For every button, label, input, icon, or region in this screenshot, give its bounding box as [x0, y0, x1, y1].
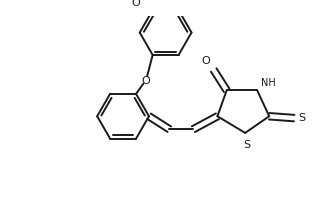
Text: S: S	[298, 113, 305, 123]
Text: S: S	[243, 140, 251, 150]
Text: O: O	[141, 76, 150, 86]
Text: O: O	[132, 0, 140, 8]
Text: NH: NH	[261, 78, 276, 88]
Text: O: O	[201, 56, 210, 66]
